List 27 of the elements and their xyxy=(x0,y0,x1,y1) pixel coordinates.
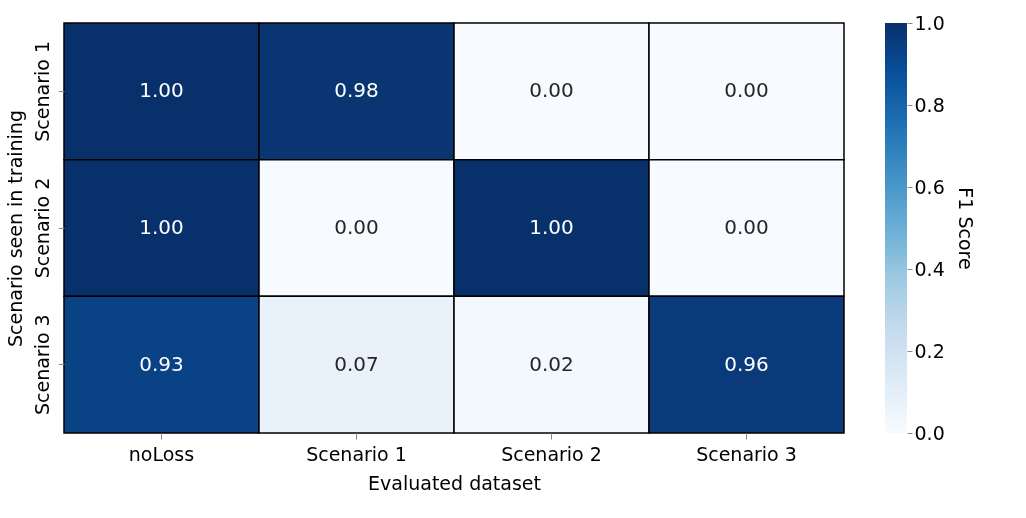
color-bar-label: 0.0 xyxy=(914,421,945,444)
y-axis-title: Scenario seen in training xyxy=(3,110,26,347)
data-label: 0.00 xyxy=(529,78,574,103)
y-tick-label: Scenario 2 xyxy=(30,177,53,279)
data-label: 0.07 xyxy=(334,351,379,376)
data-label: 0.98 xyxy=(334,78,379,103)
data-label: 0.93 xyxy=(139,351,184,376)
x-tick-label: Scenario 3 xyxy=(696,442,797,465)
x-tick-label: noLoss xyxy=(128,442,195,465)
data-label: 0.96 xyxy=(724,351,769,376)
color-bar-label: 0.8 xyxy=(914,93,945,116)
y-tick-label: Scenario 1 xyxy=(30,40,53,142)
data-label: 0.00 xyxy=(334,215,379,239)
data-label: 0.00 xyxy=(724,215,769,239)
x-axis-title: Evaluated dataset xyxy=(368,471,541,494)
x-tick-label: Scenario 2 xyxy=(501,442,602,465)
color-bar-label: 0.4 xyxy=(914,257,945,280)
color-bar-label: 0.2 xyxy=(914,339,945,362)
data-label: 0.00 xyxy=(724,78,769,103)
x-tick-label: Scenario 1 xyxy=(306,442,407,465)
data-label: 1.00 xyxy=(529,215,574,239)
data-label: 0.02 xyxy=(529,351,574,376)
color-bar-label: 0.6 xyxy=(914,175,945,198)
color-bar-label: 1.0 xyxy=(914,11,945,34)
data-label: 1.00 xyxy=(139,215,184,239)
color-bar-title: F1 Score xyxy=(954,187,977,270)
data-label: 1.00 xyxy=(139,78,184,103)
